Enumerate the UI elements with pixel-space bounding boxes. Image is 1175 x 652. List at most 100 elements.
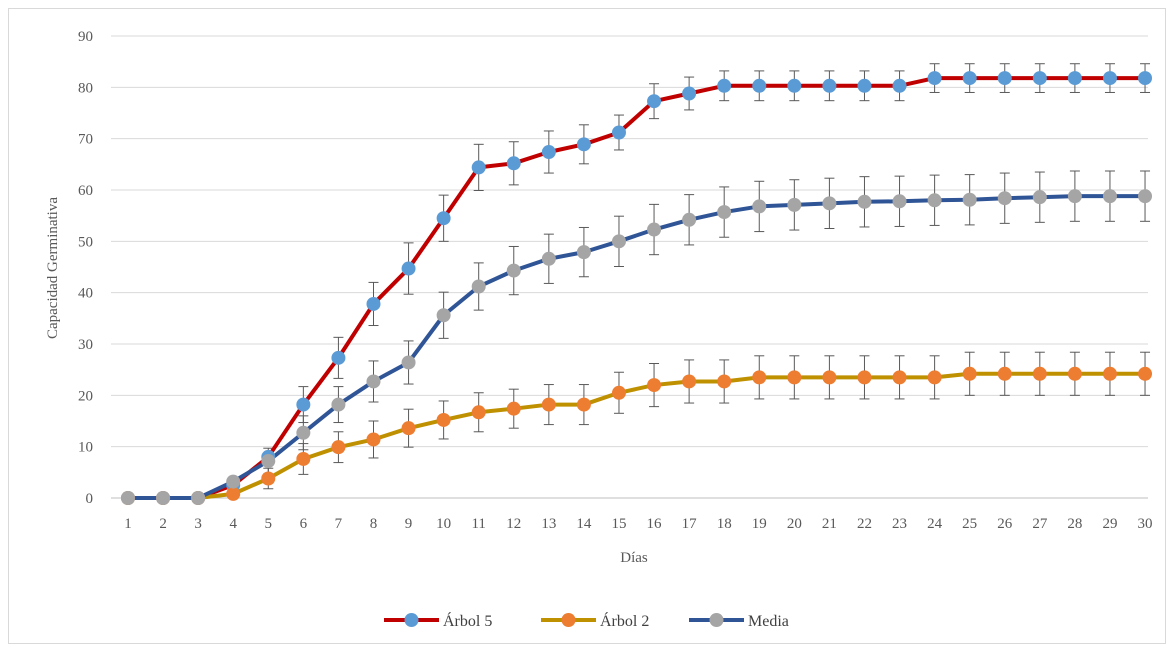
y-tick-label-10: 10 xyxy=(78,440,93,456)
x-tick-label-24: 24 xyxy=(927,516,943,532)
data-point-series-1-day-15 xyxy=(611,125,626,140)
x-tick-label-19: 19 xyxy=(752,516,767,532)
data-point-series-3-day-4 xyxy=(226,474,241,489)
x-tick-label-16: 16 xyxy=(647,516,663,532)
data-point-series-2-day-4 xyxy=(226,486,241,501)
y-tick-label-90: 90 xyxy=(78,29,93,45)
legend-label: Media xyxy=(748,613,789,630)
data-point-series-1-day-28 xyxy=(1067,71,1082,86)
data-point-series-3-day-22 xyxy=(857,194,872,209)
data-point-series-1-day-27 xyxy=(1032,71,1047,86)
y-tick-label-30: 30 xyxy=(78,337,93,353)
x-tick-label-23: 23 xyxy=(892,516,907,532)
data-point-series-2-day-27 xyxy=(1032,366,1047,381)
data-point-series-1-day-21 xyxy=(822,78,837,93)
x-tick-label-6: 6 xyxy=(300,516,308,532)
data-point-series-2-day-24 xyxy=(927,370,942,385)
data-point-series-2-day-28 xyxy=(1067,366,1082,381)
legend-entry-3: Media xyxy=(689,613,789,630)
data-point-series-3-day-18 xyxy=(717,205,732,220)
data-point-series-1-day-13 xyxy=(541,145,556,160)
data-point-series-1-day-22 xyxy=(857,78,872,93)
y-tick-label-70: 70 xyxy=(78,132,93,148)
data-point-series-2-day-9 xyxy=(401,421,416,436)
data-point-series-1-day-25 xyxy=(962,71,977,86)
error-bars xyxy=(263,63,1151,490)
data-point-series-3-day-17 xyxy=(682,212,697,227)
data-point-series-2-day-18 xyxy=(717,374,732,389)
y-tick-label-0: 0 xyxy=(86,491,94,507)
data-point-series-3-day-5 xyxy=(261,454,276,469)
data-point-series-3-day-28 xyxy=(1067,189,1082,204)
x-tick-label-17: 17 xyxy=(682,516,698,532)
x-tick-label-7: 7 xyxy=(335,516,343,532)
series-points xyxy=(121,71,1153,505)
x-tick-label-30: 30 xyxy=(1138,516,1153,532)
data-point-series-2-day-16 xyxy=(647,378,662,393)
x-tick-label-12: 12 xyxy=(506,516,521,532)
data-point-series-3-day-11 xyxy=(471,279,486,294)
data-point-series-3-day-24 xyxy=(927,193,942,208)
legend-marker-swatch xyxy=(404,613,419,627)
data-point-series-1-day-10 xyxy=(436,211,451,226)
data-point-series-2-day-29 xyxy=(1102,366,1117,381)
y-axis-title: Capacidad Germinativa xyxy=(45,197,61,339)
x-axis-ticks: 1 2 3 4 5 6 7 8 9 10 11 12 13 14 15 16 17 18 19 20 21 22 23 24 2… xyxy=(124,516,1152,532)
data-point-series-2-day-15 xyxy=(611,385,626,400)
data-point-series-2-day-30 xyxy=(1138,366,1153,381)
x-tick-label-26: 26 xyxy=(997,516,1013,532)
data-point-series-2-day-22 xyxy=(857,370,872,385)
data-point-series-1-day-20 xyxy=(787,78,802,93)
data-point-series-3-day-1 xyxy=(121,491,135,505)
x-tick-label-11: 11 xyxy=(471,516,485,532)
data-point-series-1-day-6 xyxy=(296,397,311,412)
y-axis-ticks: 0 10 20 30 40 50 60 70 80 90 xyxy=(78,29,93,507)
legend-entry-1: Árbol 5 xyxy=(384,611,492,630)
data-point-series-2-day-25 xyxy=(962,366,977,381)
data-point-series-1-day-17 xyxy=(682,86,697,101)
x-tick-label-22: 22 xyxy=(857,516,872,532)
data-point-series-3-day-7 xyxy=(331,397,346,412)
data-point-series-2-day-17 xyxy=(682,374,697,389)
series-line-1 xyxy=(126,76,1148,500)
data-point-series-1-day-24 xyxy=(927,71,942,86)
x-tick-label-28: 28 xyxy=(1067,516,1082,532)
data-point-series-3-day-26 xyxy=(997,191,1012,206)
data-point-series-2-day-19 xyxy=(752,370,767,385)
data-point-series-2-day-12 xyxy=(506,401,521,416)
x-tick-label-25: 25 xyxy=(962,516,977,532)
legend-entry-2: Árbol 2 xyxy=(541,611,649,630)
data-point-series-1-day-9 xyxy=(401,261,416,276)
y-tick-label-50: 50 xyxy=(78,234,93,250)
data-point-series-1-day-12 xyxy=(506,156,521,171)
x-tick-label-20: 20 xyxy=(787,516,802,532)
legend-label: Árbol 5 xyxy=(443,611,492,630)
data-point-series-2-day-21 xyxy=(822,370,837,385)
data-point-series-3-day-3 xyxy=(191,491,206,505)
data-point-series-1-day-19 xyxy=(752,78,767,93)
data-point-series-2-day-13 xyxy=(541,397,556,412)
y-tick-label-40: 40 xyxy=(78,286,93,302)
data-point-series-3-day-30 xyxy=(1138,189,1153,204)
series-lines xyxy=(126,76,1148,500)
x-tick-label-4: 4 xyxy=(229,516,237,532)
x-tick-label-29: 29 xyxy=(1102,516,1117,532)
x-tick-label-1: 1 xyxy=(124,516,132,532)
data-point-series-2-day-6 xyxy=(296,451,311,466)
data-point-series-2-day-10 xyxy=(436,412,451,427)
x-tick-label-10: 10 xyxy=(436,516,451,532)
x-tick-label-5: 5 xyxy=(265,516,273,532)
data-point-series-3-day-19 xyxy=(752,199,767,214)
data-point-series-3-day-12 xyxy=(506,263,521,278)
data-point-series-3-day-15 xyxy=(611,234,626,249)
y-tick-label-80: 80 xyxy=(78,80,93,96)
data-point-series-2-day-7 xyxy=(331,440,346,455)
x-tick-label-21: 21 xyxy=(822,516,837,532)
data-point-series-1-day-8 xyxy=(366,296,381,311)
x-axis-title: Días xyxy=(620,550,648,566)
x-tick-label-27: 27 xyxy=(1032,516,1048,532)
x-tick-label-14: 14 xyxy=(576,516,592,532)
data-point-series-1-day-7 xyxy=(331,350,346,365)
data-point-series-2-day-5 xyxy=(261,471,276,486)
